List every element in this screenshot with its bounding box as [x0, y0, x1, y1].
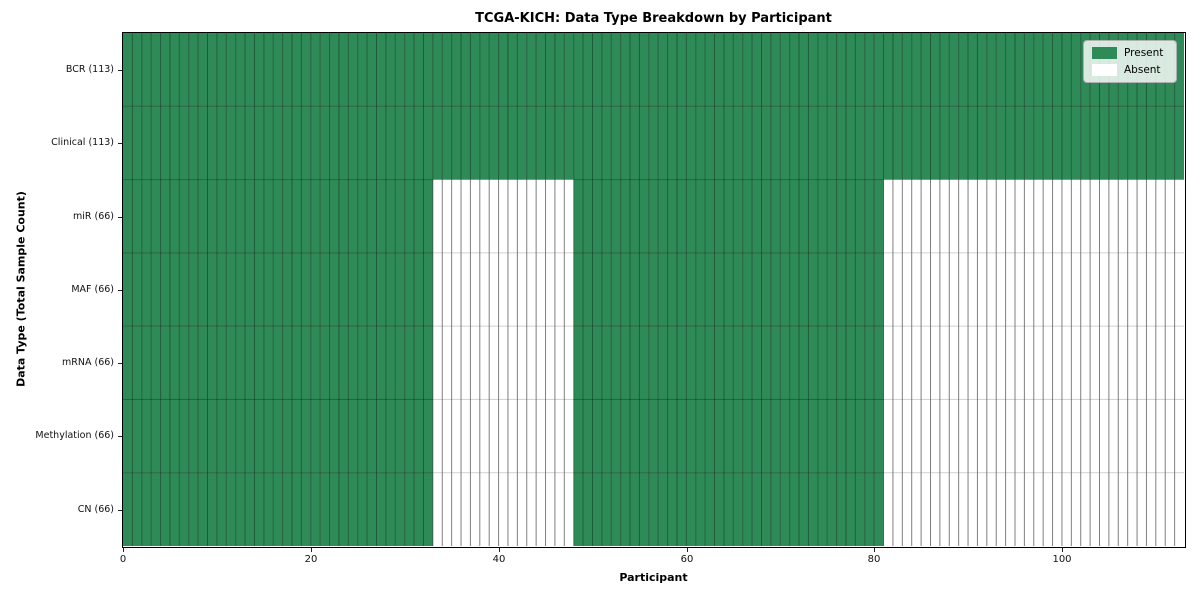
legend: Present Absent	[1083, 40, 1177, 83]
xtick-mark	[123, 548, 124, 552]
ytick-mark	[118, 436, 122, 437]
ytick-mrna: mRNA (66)	[62, 357, 114, 368]
ytick-maf: MAF (66)	[71, 284, 114, 295]
heatmap-svg	[123, 33, 1184, 546]
ytick-mark	[118, 143, 122, 144]
ytick-clinical: Clinical (113)	[51, 137, 114, 148]
absent-swatch-icon	[1092, 64, 1117, 76]
ytick-mark	[118, 70, 122, 71]
xaxis-title: Participant	[619, 571, 688, 584]
xtick-mark	[874, 548, 875, 552]
ytick-mark	[118, 217, 122, 218]
legend-item-absent: Absent	[1092, 64, 1168, 76]
legend-label-absent: Absent	[1124, 64, 1161, 76]
xtick-80: 80	[867, 554, 881, 565]
ytick-mir: miR (66)	[72, 211, 114, 222]
ytick-methylation: Methylation (66)	[35, 430, 114, 441]
legend-item-present: Present	[1092, 47, 1168, 59]
ytick-mark	[118, 510, 122, 511]
yaxis-title: Data Type (Total Sample Count)	[14, 191, 28, 387]
xtick-20: 20	[304, 554, 318, 565]
ytick-mark	[118, 363, 122, 364]
xtick-mark	[1062, 548, 1063, 552]
plot-area	[122, 32, 1186, 548]
chart-title: TCGA-KICH: Data Type Breakdown by Partic…	[475, 11, 832, 26]
present-swatch-icon	[1092, 47, 1117, 59]
xtick-mark	[499, 548, 500, 552]
xtick-100: 100	[1052, 554, 1072, 565]
xtick-0: 0	[119, 554, 127, 565]
xtick-60: 60	[680, 554, 694, 565]
xtick-mark	[687, 548, 688, 552]
xtick-40: 40	[492, 554, 506, 565]
ytick-mark	[118, 290, 122, 291]
ytick-cn: CN (66)	[77, 504, 114, 515]
ytick-bcr: BCR (113)	[65, 64, 114, 75]
legend-label-present: Present	[1124, 47, 1164, 59]
xtick-mark	[311, 548, 312, 552]
